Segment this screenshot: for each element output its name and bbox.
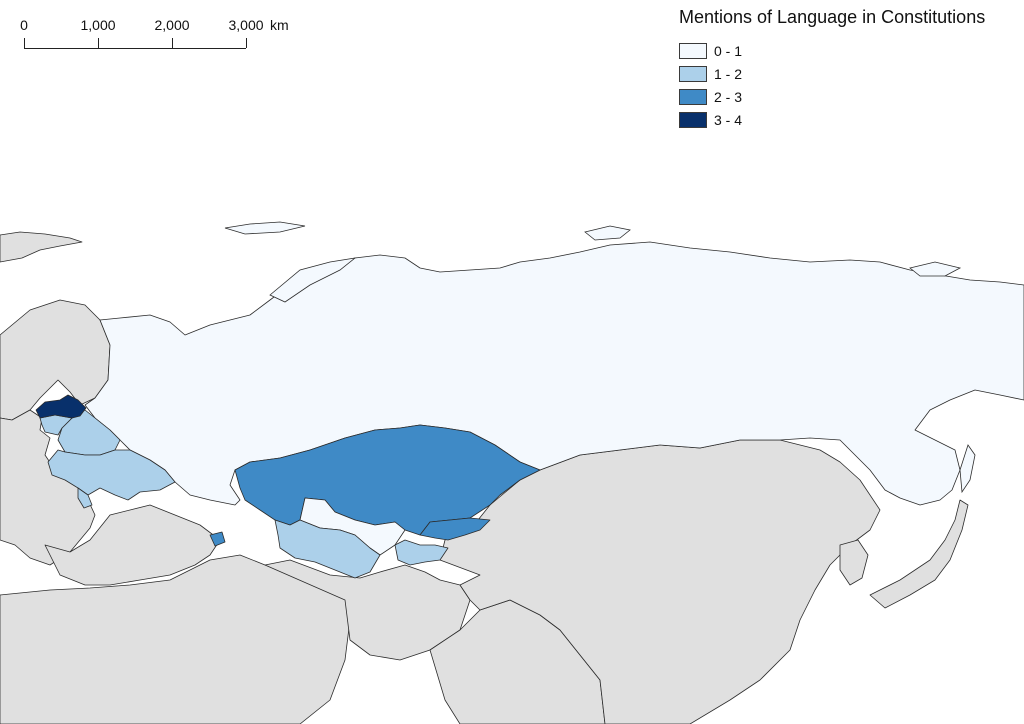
scale-unit: km [270,17,289,33]
region-latvia [35,394,87,419]
island-sakhalin [959,444,976,494]
legend-swatch [679,65,707,82]
region-tajikistan [394,539,449,566]
land-middle-east [0,554,351,724]
region-russia [84,241,1024,506]
scale-tick [246,38,247,48]
legend-item: 1 - 2 [679,62,1009,85]
legend-title: Mentions of Language in Constitutions [679,7,986,27]
legend-swatch [679,42,707,59]
classed-regions [35,241,1024,579]
legend: Mentions of Language in Constitutions 0 … [679,7,1009,131]
land-japan [869,499,969,609]
region-ukraine [47,449,176,501]
legend-label: 1 - 2 [714,65,743,82]
legend-label: 2 - 3 [714,88,743,105]
legend-item: 3 - 4 [679,108,1009,131]
legend-swatch [679,88,707,105]
legend-swatch [679,111,707,128]
region-armenia [209,531,226,547]
scale-bar: 0 1,000 2,000 3,000 km [0,0,320,60]
land-korea [839,539,869,586]
island-new-siberian [909,261,962,277]
land-uk-fragment [0,231,83,263]
scale-label-2000: 2,000 [154,17,190,33]
land-balkans-turkey [44,504,221,586]
scale-tick [98,38,99,48]
island-franz-josef [224,221,306,235]
scale-label-1000: 1,000 [80,17,116,33]
island-novaya-zemlya [269,257,357,303]
island-severnaya-zemlya [584,225,631,241]
region-turkmenistan [274,519,381,579]
region-moldova [77,487,93,509]
legend-item: 0 - 1 [679,39,1009,62]
scale-label-0: 0 [20,17,28,33]
scale-tick [24,38,25,48]
other-countries [0,231,969,724]
legend-item: 2 - 3 [679,85,1009,108]
scale-tick [172,38,173,48]
legend-label: 3 - 4 [714,111,743,128]
region-kyrgyzstan [419,517,491,541]
legend-label: 0 - 1 [714,42,743,59]
scale-line [24,48,246,49]
scale-label-3000: 3,000 [228,17,264,33]
arctic-islands [224,221,976,494]
